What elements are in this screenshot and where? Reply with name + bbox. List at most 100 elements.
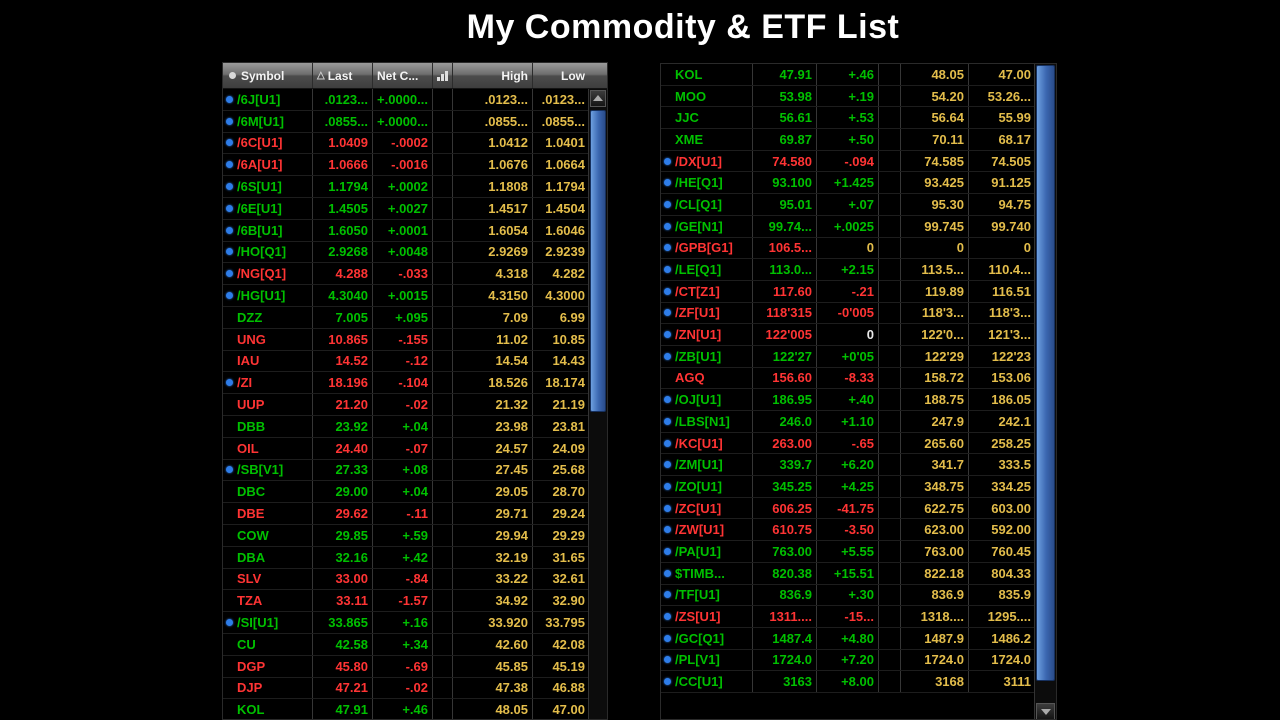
table-row[interactable]: /6B[U1] 1.6050 +.0001 1.6054 1.6046: [223, 219, 607, 242]
instrument-dot-icon: [226, 183, 233, 191]
table-row[interactable]: /HO[Q1] 2.9268 +.0048 2.9269 2.9239: [223, 241, 607, 264]
scroll-up-button[interactable]: [590, 90, 606, 107]
table-row[interactable]: /6J[U1] .0123... +.0000... .0123... .0123...: [223, 89, 607, 111]
table-row[interactable]: IAU 14.52 -.12 14.54 14.43: [223, 350, 607, 373]
left-scrollbar-thumb[interactable]: [590, 110, 606, 412]
table-row[interactable]: DGP 45.80 -.69 45.85 45.19: [223, 655, 607, 678]
symbol-cell: /GPB[G1]: [661, 237, 753, 259]
table-row[interactable]: /6A[U1] 1.0666 -.0016 1.0676 1.0664: [223, 154, 607, 177]
table-row[interactable]: /GPB[G1] 106.5... 0 0 0: [661, 237, 1056, 260]
last-cell: 606.25: [753, 497, 817, 519]
symbol-label: DJP: [237, 680, 263, 696]
net-change-cell: +.50: [817, 129, 879, 150]
table-row[interactable]: /PA[U1] 763.00 +5.55 763.00 760.45: [661, 541, 1056, 563]
table-row[interactable]: DBC 29.00 +.04 29.05 28.70: [223, 481, 607, 504]
low-cell: 1295....: [987, 609, 1031, 625]
column-header-low[interactable]: Low: [533, 63, 589, 88]
last-cell: 246.0: [753, 411, 817, 432]
table-row[interactable]: /6M[U1] .0855... +.0000... .0855... .0855...: [223, 110, 607, 133]
table-row[interactable]: AGQ 156.60 -8.33 158.72 153.06: [661, 367, 1056, 390]
chart-cell: [879, 345, 901, 367]
table-row[interactable]: KOL 47.91 +.46 48.05 47.00: [661, 64, 1056, 86]
table-row[interactable]: DBE 29.62 -.11 29.71 29.24: [223, 503, 607, 525]
column-header-net-change[interactable]: Net C...: [373, 63, 433, 88]
table-row[interactable]: DJP 47.21 -.02 47.38 46.88: [223, 677, 607, 700]
table-row[interactable]: DZZ 7.005 +.095 7.09 6.99: [223, 306, 607, 329]
table-row[interactable]: DBB 23.92 +.04 23.98 23.81: [223, 415, 607, 438]
table-row[interactable]: UNG 10.865 -.155 11.02 10.85: [223, 328, 607, 351]
table-row[interactable]: /ZW[U1] 610.75 -3.50 623.00 592.00: [661, 519, 1056, 542]
symbol-cell: /GE[N1]: [661, 215, 753, 237]
instrument-dot-icon: [226, 270, 233, 278]
table-row[interactable]: /6C[U1] 1.0409 -.0002 1.0412 1.0401: [223, 132, 607, 155]
column-header-symbol[interactable]: Symbol: [223, 63, 313, 88]
table-row[interactable]: /LE[Q1] 113.0... +2.15 113.5... 110.4...: [661, 259, 1056, 281]
table-row[interactable]: TZA 33.11 -1.57 34.92 32.90: [223, 590, 607, 613]
table-row[interactable]: /6S[U1] 1.1794 +.0002 1.1808 1.1794: [223, 176, 607, 198]
low-cell: 53.26...: [987, 88, 1031, 104]
chart-cell: [433, 372, 453, 394]
table-row[interactable]: XME 69.87 +.50 70.11 68.17: [661, 129, 1056, 151]
table-row[interactable]: /ZB[U1] 122'27 +0'05 122'29 122'23: [661, 345, 1056, 368]
instrument-dot-icon: [226, 95, 233, 103]
last-cell: 113.0...: [753, 259, 817, 280]
table-row[interactable]: KOL 47.91 +.46 48.05 47.00: [223, 699, 607, 719]
watchlist-rows-right: KOL 47.91 +.46 48.05 47.00 MOO 53.98 +.19 54.20 5…: [661, 64, 1056, 694]
symbol-label: AGQ: [675, 370, 705, 386]
symbol-cell: /6B[U1]: [223, 219, 313, 241]
table-row[interactable]: /6E[U1] 1.4505 +.0027 1.4517 1.4504: [223, 197, 607, 220]
chart-cell: [433, 394, 453, 415]
table-row[interactable]: DBA 32.16 +.42 32.19 31.65: [223, 546, 607, 569]
table-row[interactable]: OIL 24.40 -.07 24.57 24.09: [223, 437, 607, 460]
table-row[interactable]: MOO 53.98 +.19 54.20 53.26...: [661, 85, 1056, 108]
table-row[interactable]: /SB[V1] 27.33 +.08 27.45 25.68: [223, 459, 607, 482]
table-row[interactable]: /GE[N1] 99.74... +.0025 99.745 99.740: [661, 215, 1056, 238]
table-row[interactable]: SLV 33.00 -.84 33.22 32.61: [223, 568, 607, 591]
symbol-cell: KOL: [661, 64, 753, 85]
column-header-last[interactable]: △ Last: [313, 63, 373, 88]
symbol-label: DBC: [237, 484, 266, 500]
table-row[interactable]: /KC[U1] 263.00 -.65 265.60 258.25: [661, 432, 1056, 455]
scroll-down-button[interactable]: [1036, 703, 1055, 719]
table-row[interactable]: /HG[U1] 4.3040 +.0015 4.3150 4.3000: [223, 285, 607, 307]
right-scrollbar-thumb[interactable]: [1036, 65, 1055, 681]
table-row[interactable]: UUP 21.20 -.02 21.32 21.19: [223, 394, 607, 416]
table-row[interactable]: CU 42.58 +.34 42.60 42.08: [223, 633, 607, 656]
high-cell: 122'29: [901, 345, 969, 367]
table-row[interactable]: /DX[U1] 74.580 -.094 74.585 74.505: [661, 150, 1056, 173]
column-header-chart[interactable]: [433, 63, 453, 88]
table-row[interactable]: /ZS[U1] 1311.... -15... 1318.... 1295....: [661, 606, 1056, 628]
table-row[interactable]: /NG[Q1] 4.288 -.033 4.318 4.282: [223, 263, 607, 286]
last-cell: 118'315: [753, 302, 817, 324]
table-row[interactable]: /ZO[U1] 345.25 +4.25 348.75 334.25: [661, 476, 1056, 498]
table-row[interactable]: /GC[Q1] 1487.4 +4.80 1487.9 1486.2: [661, 627, 1056, 650]
table-row[interactable]: JJC 56.61 +.53 56.64 55.99: [661, 107, 1056, 130]
last-cell: 339.7: [753, 454, 817, 476]
table-row[interactable]: $TIMB... 820.38 +15.51 822.18 804.33: [661, 562, 1056, 585]
table-row[interactable]: /ZC[U1] 606.25 -41.75 622.75 603.00: [661, 497, 1056, 520]
table-row[interactable]: /TF[U1] 836.9 +.30 836.9 835.9: [661, 584, 1056, 607]
net-change-cell: +.30: [817, 584, 879, 606]
table-row[interactable]: /PL[V1] 1724.0 +7.20 1724.0 1724.0: [661, 649, 1056, 672]
column-header-high[interactable]: High: [453, 63, 533, 88]
table-row[interactable]: /HE[Q1] 93.100 +1.425 93.425 91.125: [661, 172, 1056, 195]
low-cell: 32.61: [552, 571, 585, 587]
right-scrollbar[interactable]: [1034, 64, 1056, 719]
symbol-label: /CC[U1]: [675, 674, 723, 690]
table-row[interactable]: /OJ[U1] 186.95 +.40 188.75 186.05: [661, 389, 1056, 411]
symbol-cell: DBA: [223, 546, 313, 568]
table-row[interactable]: /SI[U1] 33.865 +.16 33.920 33.795: [223, 612, 607, 634]
table-row[interactable]: /ZN[U1] 122'005 0 122'0... 121'3...: [661, 324, 1056, 346]
table-row[interactable]: /LBS[N1] 246.0 +1.10 247.9 242.1: [661, 411, 1056, 433]
table-row[interactable]: /ZM[U1] 339.7 +6.20 341.7 333.5: [661, 454, 1056, 477]
left-scrollbar[interactable]: [588, 89, 607, 719]
table-row[interactable]: COW 29.85 +.59 29.94 29.29: [223, 524, 607, 547]
symbol-cell: /ZW[U1]: [661, 519, 753, 541]
table-row[interactable]: /CC[U1] 3163 +8.00 3168 3111: [661, 671, 1056, 693]
table-row[interactable]: /ZI 18.196 -.104 18.526 18.174: [223, 372, 607, 395]
table-row[interactable]: /CL[Q1] 95.01 +.07 95.30 94.75: [661, 194, 1056, 216]
last-cell: 95.01: [753, 194, 817, 215]
table-row[interactable]: /ZF[U1] 118'315 -0'005 118'3... 118'3...: [661, 302, 1056, 325]
table-row[interactable]: /CT[Z1] 117.60 -.21 119.89 116.51: [661, 280, 1056, 303]
chart-cell: [879, 584, 901, 606]
